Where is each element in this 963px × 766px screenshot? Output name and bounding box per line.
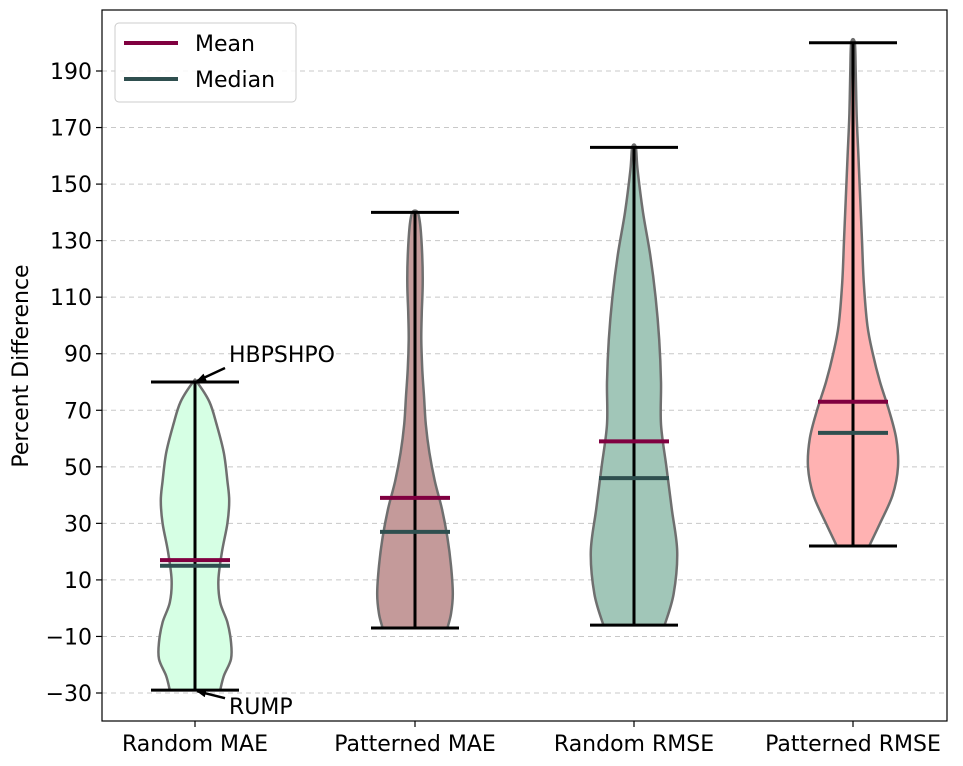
y-tick-label: 170 [50,117,92,142]
x-tick-label: Patterned MAE [334,732,496,757]
y-axis: −30 −10 10 30 50 70 90 110 130 150 170 190 [46,60,102,707]
legend-mean-label: Mean [195,32,255,57]
legend-median-label: Median [195,68,275,93]
x-tick-label: Random RMSE [554,732,714,757]
y-tick-label: 90 [64,343,92,368]
y-tick-label: 70 [64,399,92,424]
annotation-label: HBPSHPO [229,343,335,368]
y-tick-label: 30 [64,512,92,537]
y-tick-label: 110 [50,286,92,311]
x-axis: Random MAE Patterned MAE Random RMSE Patter… [122,721,941,757]
y-tick-label: 10 [64,569,92,594]
y-axis-title: Percent Difference [9,264,34,467]
annotation-arrow [196,689,226,700]
annotations: HBPSHPO RUMP [196,343,335,720]
y-tick-label: 130 [50,230,92,255]
plot-frame [101,9,948,722]
violins [151,37,900,692]
annotation-arrow [196,366,226,383]
legend: Mean Median [114,22,297,103]
gridlines [102,70,947,694]
y-tick-label: 150 [50,173,92,198]
annotation-label: RUMP [229,695,293,720]
y-tick-label: 50 [64,456,92,481]
y-tick-label: 190 [50,60,92,85]
x-tick-label: Patterned RMSE [765,732,941,757]
y-tick-label: −30 [46,682,92,707]
y-tick-label: −10 [46,625,92,650]
x-tick-label: Random MAE [122,732,268,757]
